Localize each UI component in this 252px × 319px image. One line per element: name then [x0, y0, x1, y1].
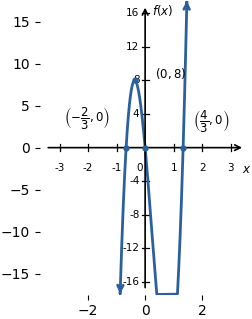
Text: 0: 0 — [136, 163, 143, 173]
Text: 8: 8 — [133, 76, 139, 85]
Text: $(0, 8)$: $(0, 8)$ — [155, 66, 186, 81]
Text: 2: 2 — [199, 163, 205, 173]
Text: 16: 16 — [126, 8, 139, 18]
Text: -1: -1 — [111, 163, 122, 173]
Text: -8: -8 — [129, 210, 139, 220]
Text: 12: 12 — [126, 42, 139, 52]
Text: $\left(\dfrac{4}{3}, 0\right)$: $\left(\dfrac{4}{3}, 0\right)$ — [193, 108, 229, 134]
Text: $\left(-\dfrac{2}{3}, 0\right)$: $\left(-\dfrac{2}{3}, 0\right)$ — [64, 105, 110, 131]
Text: 1: 1 — [170, 163, 177, 173]
Text: 3: 3 — [227, 163, 234, 173]
Text: $x$: $x$ — [242, 163, 251, 176]
Text: -4: -4 — [129, 176, 139, 186]
Text: $f(x)$: $f(x)$ — [152, 3, 174, 18]
Text: -2: -2 — [83, 163, 93, 173]
Text: -16: -16 — [122, 277, 139, 287]
Text: -12: -12 — [122, 243, 139, 253]
Text: 4: 4 — [133, 109, 139, 119]
Text: -3: -3 — [54, 163, 65, 173]
